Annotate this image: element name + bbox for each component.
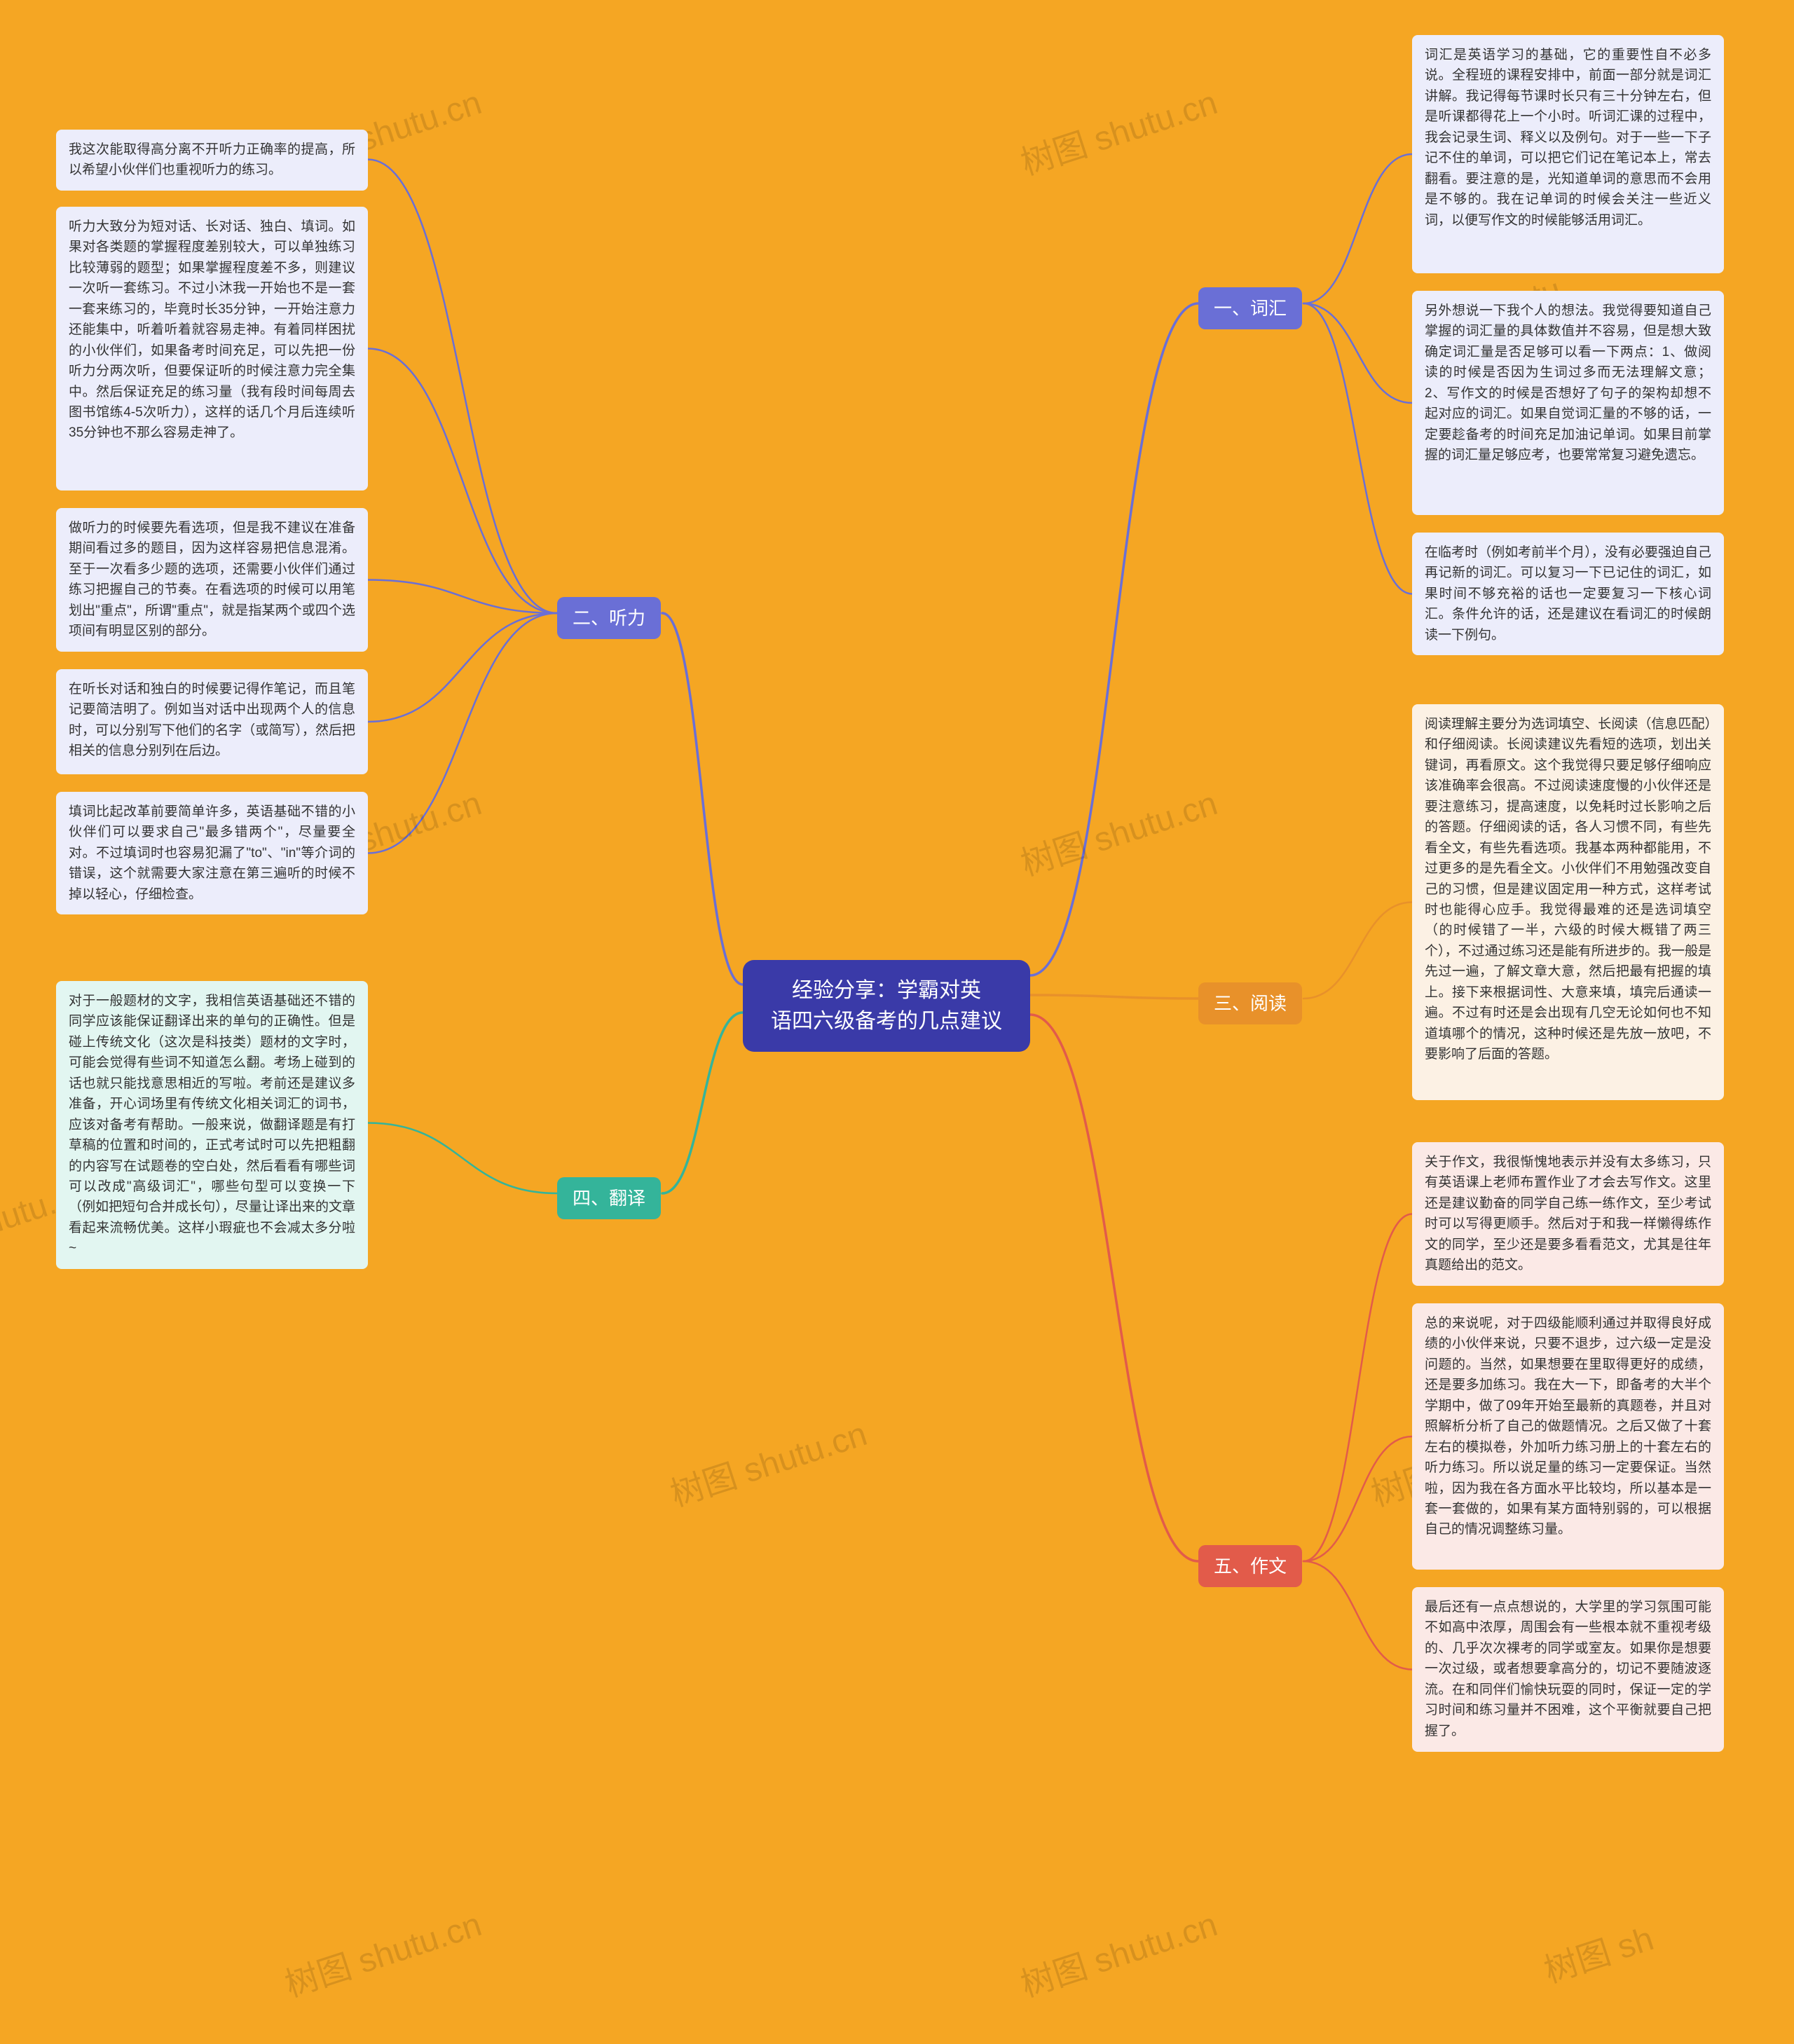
branch-node[interactable]: 二、听力 bbox=[557, 597, 661, 639]
watermark: 树图 sh bbox=[1537, 1911, 1659, 1992]
leaf-node[interactable]: 在临考时（例如考前半个月），没有必要强迫自己再记新的词汇。可以复习一下已记住的词… bbox=[1412, 533, 1724, 655]
leaf-node[interactable]: 我这次能取得高分离不开听力正确率的提高，所以希望小伙伴们也重视听力的练习。 bbox=[56, 130, 368, 191]
leaf-node[interactable]: 最后还有一点点想说的，大学里的学习氛围可能不如高中浓厚，周围会有一些根本就不重视… bbox=[1412, 1587, 1724, 1752]
branch-node[interactable]: 五、作文 bbox=[1198, 1545, 1302, 1587]
leaf-node[interactable]: 听力大致分为短对话、长对话、独白、填词。如果对各类题的掌握程度差别较大，可以单独… bbox=[56, 207, 368, 491]
leaf-node[interactable]: 做听力的时候要先看选项，但是我不建议在准备期间看过多的题目，因为这样容易把信息混… bbox=[56, 508, 368, 652]
leaf-node[interactable]: 在听长对话和独白的时候要记得作笔记，而且笔记要简洁明了。例如当对话中出现两个人的… bbox=[56, 669, 368, 774]
watermark: 树图 shutu.cn bbox=[1013, 776, 1222, 885]
watermark: 树图 shutu.cn bbox=[663, 1406, 872, 1516]
leaf-node[interactable]: 词汇是英语学习的基础，它的重要性自不必多说。全程班的课程安排中，前面一部分就是词… bbox=[1412, 35, 1724, 273]
leaf-node[interactable]: 关于作文，我很惭愧地表示并没有太多练习，只有英语课上老师布置作业了才会去写作文。… bbox=[1412, 1142, 1724, 1286]
watermark: 树图 shutu.cn bbox=[1013, 1897, 1222, 2006]
watermark: 树图 shutu.cn bbox=[1013, 75, 1222, 184]
center-node[interactable]: 经验分享：学霸对英 语四六级备考的几点建议 bbox=[743, 960, 1030, 1052]
leaf-node[interactable]: 对于一般题材的文字，我相信英语基础还不错的同学应该能保证翻译出来的单句的正确性。… bbox=[56, 981, 368, 1269]
leaf-node[interactable]: 总的来说呢，对于四级能顺利通过并取得良好成绩的小伙伴来说，只要不退步，过六级一定… bbox=[1412, 1303, 1724, 1570]
leaf-node[interactable]: 另外想说一下我个人的想法。我觉得要知道自己掌握的词汇量的具体数值并不容易，但是想… bbox=[1412, 291, 1724, 515]
branch-node[interactable]: 一、词汇 bbox=[1198, 287, 1302, 329]
mindmap-canvas: 树图 shutu.cn树图 shutu.cn图 shutu树图 shutu.cn… bbox=[0, 0, 1794, 2044]
leaf-node[interactable]: 填词比起改革前要简单许多，英语基础不错的小伙伴们可以要求自己"最多错两个"，尽量… bbox=[56, 792, 368, 914]
leaf-node[interactable]: 阅读理解主要分为选词填空、长阅读（信息匹配）和仔细阅读。长阅读建议先看短的选项，… bbox=[1412, 704, 1724, 1100]
branch-node[interactable]: 四、翻译 bbox=[557, 1177, 661, 1219]
branch-node[interactable]: 三、阅读 bbox=[1198, 982, 1302, 1024]
watermark: 树图 shutu.cn bbox=[278, 1897, 486, 2006]
